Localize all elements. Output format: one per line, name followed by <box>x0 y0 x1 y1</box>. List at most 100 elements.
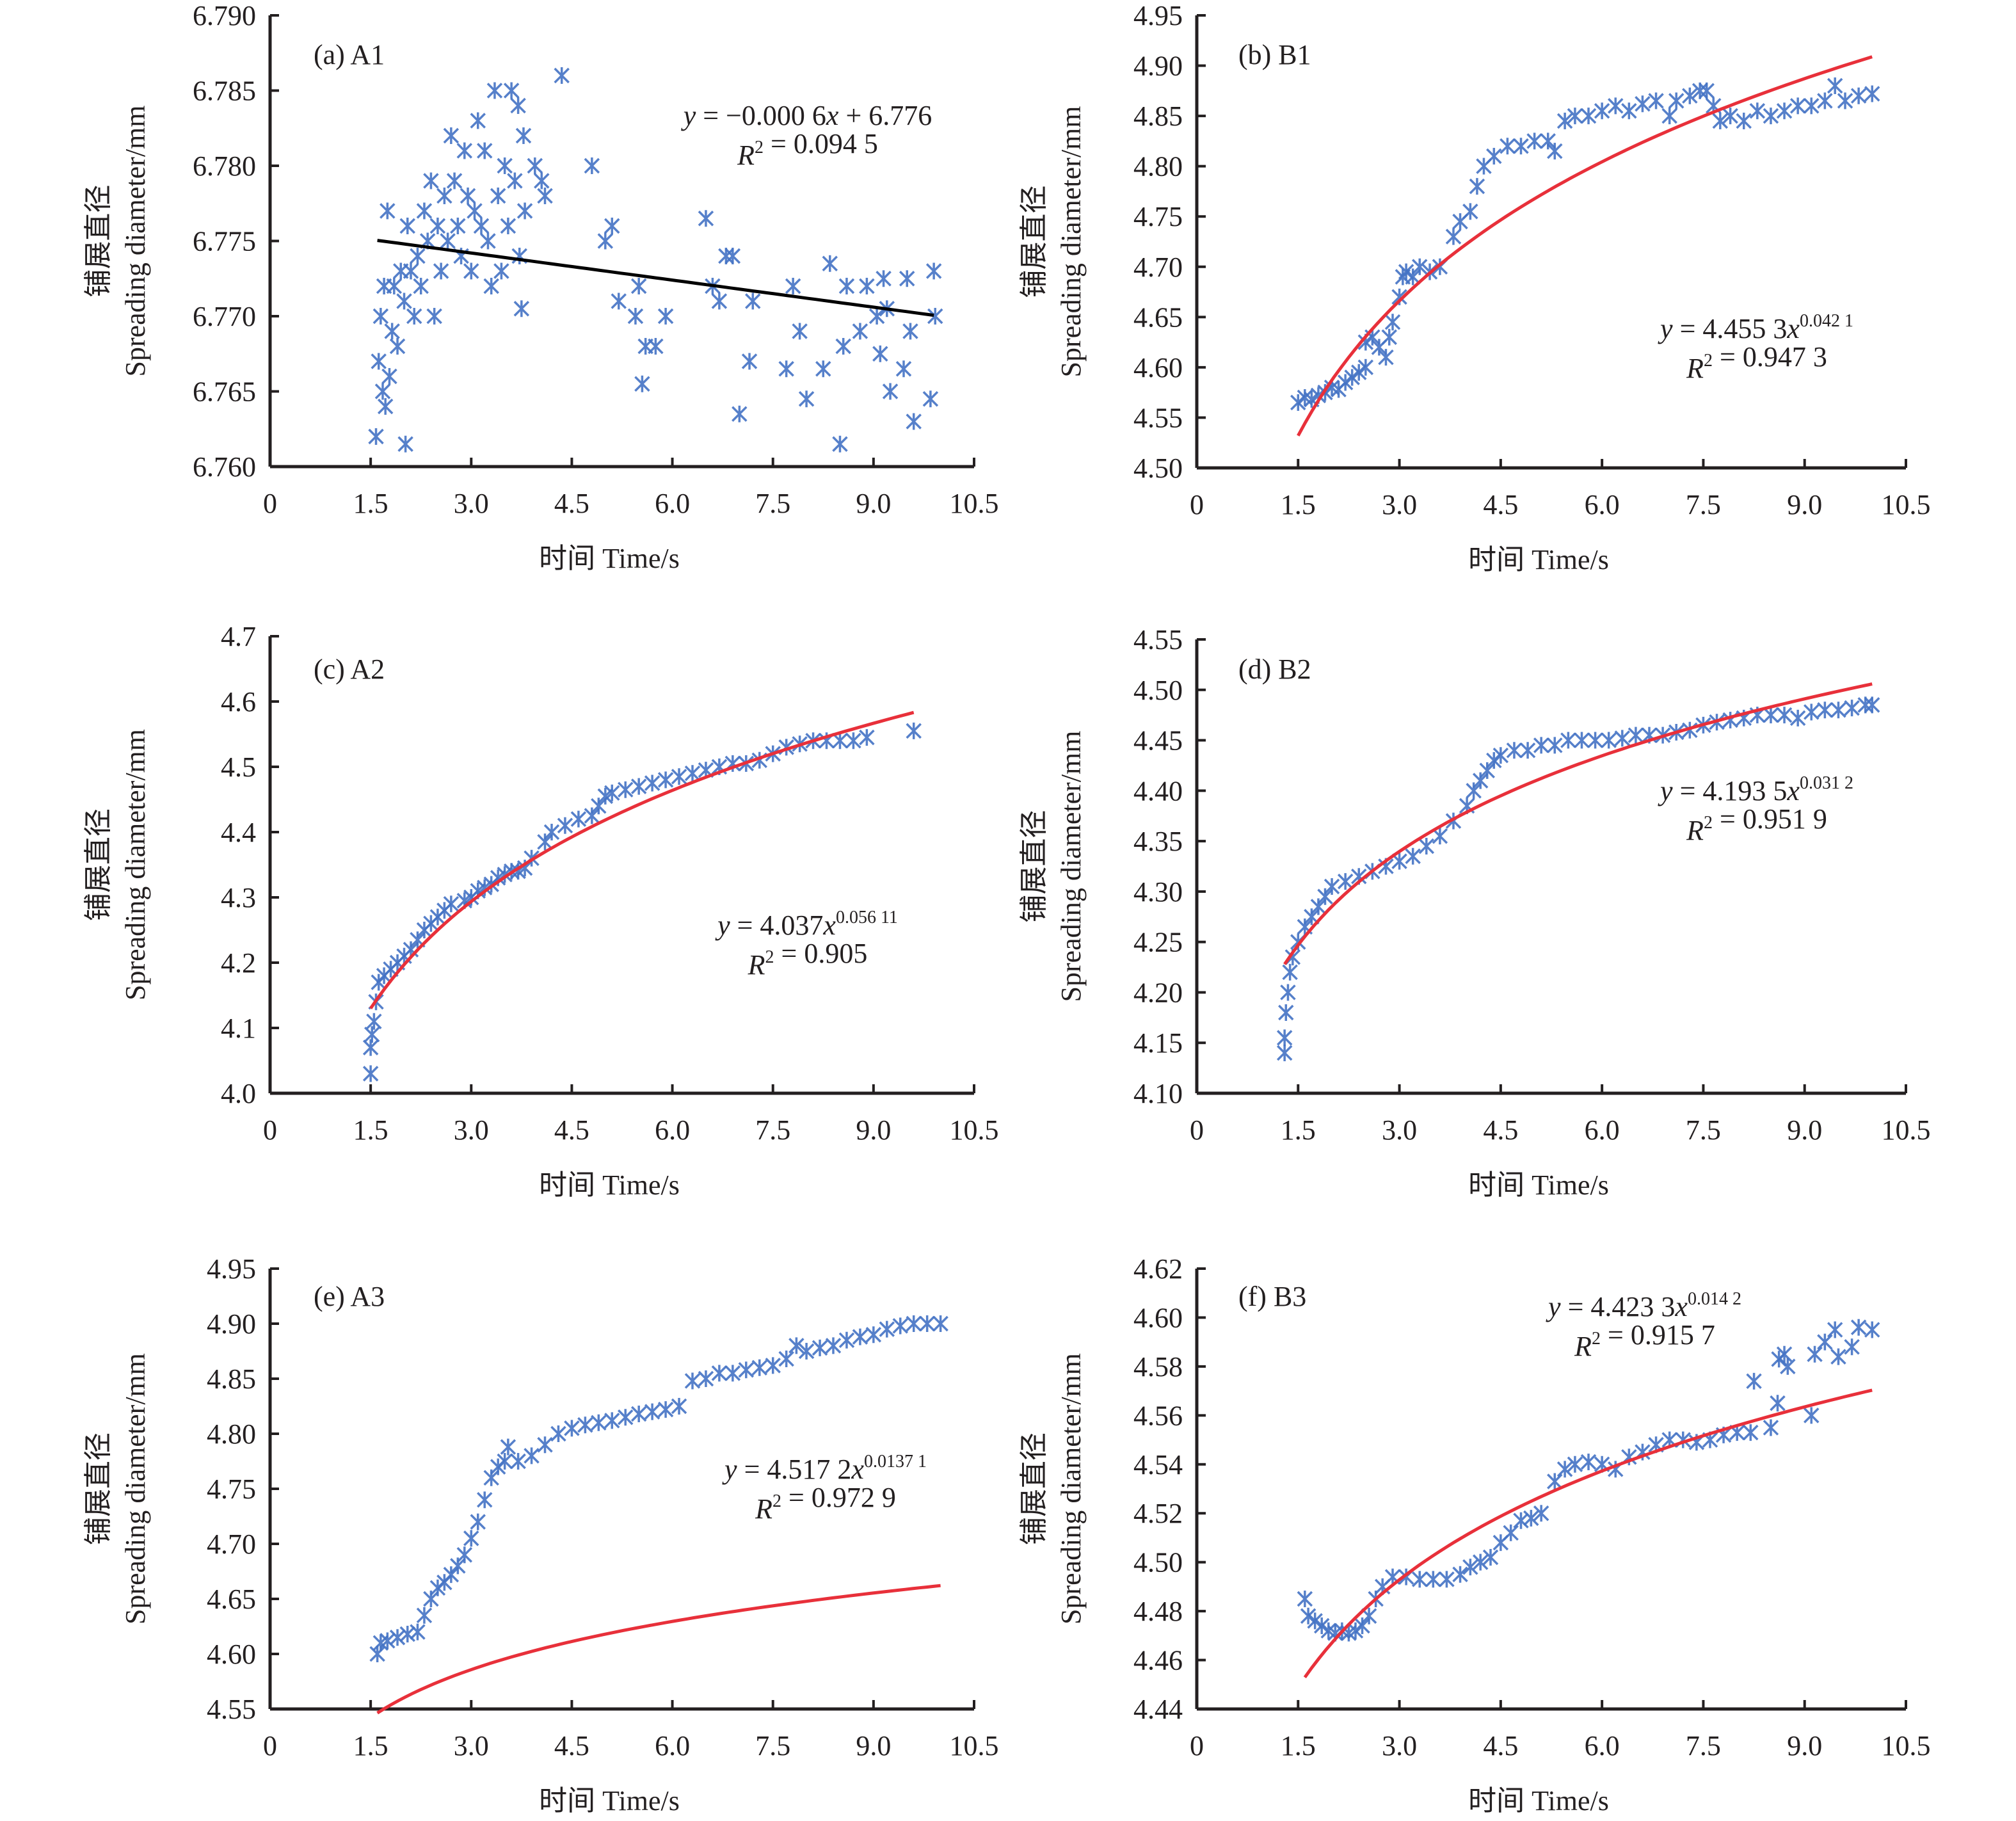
data-point <box>838 1331 855 1349</box>
y-axis-title-en: Spreading diameter/mm <box>120 729 151 1000</box>
data-point <box>1519 742 1536 759</box>
x-tick-label: 1.5 <box>1281 1730 1316 1761</box>
data-point <box>899 270 915 287</box>
y-tick-label: 4.10 <box>1133 1078 1183 1109</box>
data-point <box>1817 702 1833 719</box>
data-point <box>1614 730 1631 747</box>
data-point <box>765 1357 781 1374</box>
data-point <box>1844 700 1860 717</box>
data-point <box>1789 97 1806 115</box>
data-point <box>919 1315 935 1332</box>
data-point <box>1776 102 1793 120</box>
data-point <box>527 157 543 174</box>
data-point <box>1770 1395 1786 1412</box>
y-tick-label: 4.85 <box>207 1363 256 1395</box>
y-tick-label: 4.95 <box>207 1253 256 1285</box>
x-axis-title: 时间 Time/s <box>539 543 680 574</box>
x-tick-label: 9.0 <box>1787 1730 1822 1761</box>
data-point <box>778 360 794 378</box>
data-point <box>362 1065 379 1082</box>
x-tick-label: 1.5 <box>353 1730 388 1761</box>
x-tick-label: 10.5 <box>1882 1114 1931 1146</box>
data-point <box>895 360 912 378</box>
data-point <box>1418 837 1435 854</box>
data-point <box>1357 358 1374 376</box>
data-point <box>1290 394 1306 411</box>
y-axis-title-en: Spreading diameter/mm <box>1055 731 1087 1002</box>
data-point <box>1827 77 1843 94</box>
data-point <box>1462 1559 1478 1576</box>
data-point <box>1580 1453 1597 1470</box>
y-tick-label: 4.55 <box>1133 402 1183 433</box>
data-point <box>648 338 664 355</box>
data-point <box>1560 732 1576 749</box>
data-point <box>785 278 801 294</box>
data-point <box>1297 1591 1313 1607</box>
x-tick-label: 7.5 <box>755 1730 790 1761</box>
data-point <box>644 1403 660 1420</box>
y-tick-label: 4.30 <box>1133 876 1183 908</box>
data-point <box>362 1039 379 1056</box>
data-point <box>577 1416 593 1434</box>
data-point <box>503 82 520 99</box>
panel-label: (b) B1 <box>1238 39 1311 70</box>
data-point <box>1506 742 1523 759</box>
y-tick-label: 4.75 <box>207 1473 256 1505</box>
data-point <box>1699 82 1715 99</box>
x-tick-label: 9.0 <box>1787 1114 1822 1146</box>
data-point <box>497 1453 513 1470</box>
y-tick-label: 4.50 <box>1133 453 1183 484</box>
data-point <box>630 278 647 294</box>
data-point <box>416 1607 433 1624</box>
x-axis-title: 时间 Time/s <box>539 1785 680 1817</box>
data-point <box>822 255 838 272</box>
data-point <box>1445 228 1462 245</box>
x-tick-label: 1.5 <box>1281 1114 1316 1146</box>
x-tick-label: 9.0 <box>856 488 891 519</box>
y-tick-label: 4.46 <box>1133 1645 1183 1676</box>
data-point <box>1307 1612 1323 1630</box>
data-point <box>611 293 627 310</box>
data-point <box>1594 102 1610 120</box>
data-point <box>778 1351 794 1368</box>
data-point <box>1280 984 1296 1001</box>
data-point <box>477 142 493 159</box>
x-tick-label: 3.0 <box>1382 1114 1417 1146</box>
x-tick-label: 0 <box>263 1730 277 1761</box>
data-point <box>1668 92 1684 109</box>
y-tick-label: 4.54 <box>1133 1449 1183 1480</box>
data-point <box>798 390 815 408</box>
x-tick-label: 0 <box>1190 489 1204 520</box>
data-point <box>1425 1571 1441 1588</box>
x-tick-label: 4.5 <box>554 1114 589 1146</box>
x-tick-label: 10.5 <box>950 488 999 519</box>
data-point <box>364 1026 380 1043</box>
data-point <box>1661 108 1677 125</box>
data-point <box>369 1646 385 1662</box>
data-point <box>1500 138 1516 155</box>
y-tick-label: 4.62 <box>1133 1253 1183 1285</box>
panel-label: (d) B2 <box>1238 654 1311 685</box>
data-point <box>724 1365 741 1382</box>
r-squared: R2 = 0.094 5 <box>737 128 878 171</box>
data-point <box>698 210 714 227</box>
data-point <box>410 1623 426 1641</box>
data-point <box>1479 762 1495 779</box>
data-point <box>1864 85 1880 102</box>
data-point <box>380 202 396 220</box>
data-point <box>1398 263 1414 280</box>
r-squared: R2 = 0.947 3 <box>1686 341 1827 384</box>
data-point <box>1439 1571 1455 1588</box>
data-point <box>500 218 516 234</box>
data-point <box>1830 702 1846 719</box>
data-point <box>859 278 875 294</box>
data-point <box>1776 1345 1793 1363</box>
r-squared: R2 = 0.905 <box>748 938 868 981</box>
data-point <box>403 262 419 280</box>
data-point <box>832 435 848 453</box>
data-point <box>486 82 503 99</box>
data-point <box>872 345 888 362</box>
x-tick-label: 1.5 <box>1281 489 1316 520</box>
data-point <box>510 1453 526 1470</box>
data-point <box>835 338 851 355</box>
